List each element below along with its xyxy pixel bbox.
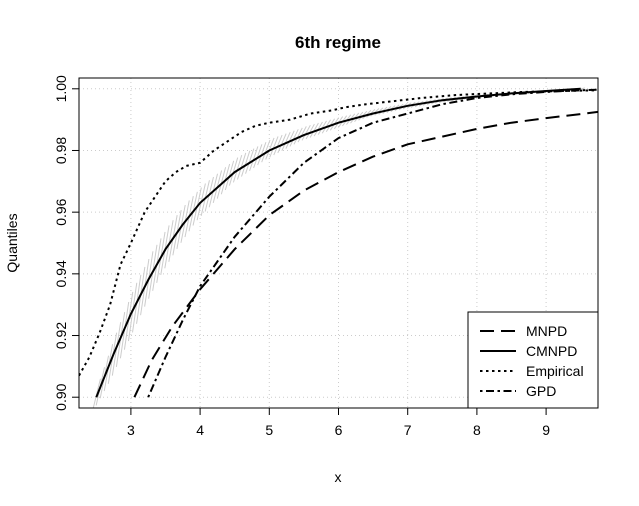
legend: MNPD CMNPD Empirical GPD xyxy=(467,311,599,409)
chart-title: 6th regime xyxy=(295,33,381,52)
series-line-empirical xyxy=(79,89,598,377)
band-hatch-35 xyxy=(232,154,243,183)
y-tick-label-4: 0.98 xyxy=(53,137,69,164)
x-tick-label-0: 3 xyxy=(127,422,135,438)
band-hatch-43 xyxy=(265,137,275,160)
band-hatch-45 xyxy=(273,134,283,156)
band-hatch-54 xyxy=(309,122,319,138)
band-hatch-37 xyxy=(241,150,251,177)
series-line-gpd xyxy=(147,88,598,398)
band-hatch-36 xyxy=(236,152,247,180)
legend-label-gpd: GPD xyxy=(526,383,556,399)
y-tick-label-5: 1.00 xyxy=(53,75,69,102)
x-tick-label-4: 7 xyxy=(404,422,412,438)
y-axis-label: Quantiles xyxy=(4,213,20,272)
series-line-mnpd xyxy=(133,110,598,398)
legend-label-cmnpd: CMNPD xyxy=(526,343,577,359)
y-tick-label-2: 0.94 xyxy=(53,260,69,287)
x-tick-label-3: 6 xyxy=(335,422,343,438)
band-hatch-33 xyxy=(224,160,235,191)
band-hatch-53 xyxy=(305,123,315,140)
legend-label-mnpd: MNPD xyxy=(526,323,567,339)
y-axis: 0.90 0.92 0.94 0.96 0.98 1.00 xyxy=(53,75,79,411)
band-hatch-50 xyxy=(293,127,303,145)
x-axis: 3 4 5 6 7 8 9 xyxy=(127,408,550,438)
y-tick-label-0: 0.90 xyxy=(53,383,69,410)
y-tick-label-3: 0.96 xyxy=(53,198,69,225)
band-hatch-47 xyxy=(281,131,291,151)
x-tick-label-6: 9 xyxy=(542,422,550,438)
band-hatch-40 xyxy=(253,144,263,169)
series-line-cmnpd xyxy=(95,87,581,398)
band-hatch-41 xyxy=(257,141,267,166)
x-tick-label-5: 8 xyxy=(473,422,481,438)
band-hatch-44 xyxy=(269,136,279,158)
x-tick-label-1: 4 xyxy=(196,422,204,438)
band-hatch-38 xyxy=(245,148,255,174)
band-hatch-48 xyxy=(285,130,295,149)
y-tick-label-1: 0.92 xyxy=(53,322,69,349)
band-hatch-46 xyxy=(277,133,287,154)
band-hatch-42 xyxy=(261,139,271,163)
x-tick-label-2: 5 xyxy=(265,422,273,438)
band-hatch-52 xyxy=(301,124,311,141)
band-hatch-39 xyxy=(249,146,259,171)
legend-label-empirical: Empirical xyxy=(526,363,584,379)
series-lines xyxy=(79,87,598,398)
band-hatch-34 xyxy=(228,157,239,186)
band-hatch-51 xyxy=(297,126,307,143)
x-axis-label: x xyxy=(335,469,342,485)
band-hatch-49 xyxy=(289,129,299,147)
